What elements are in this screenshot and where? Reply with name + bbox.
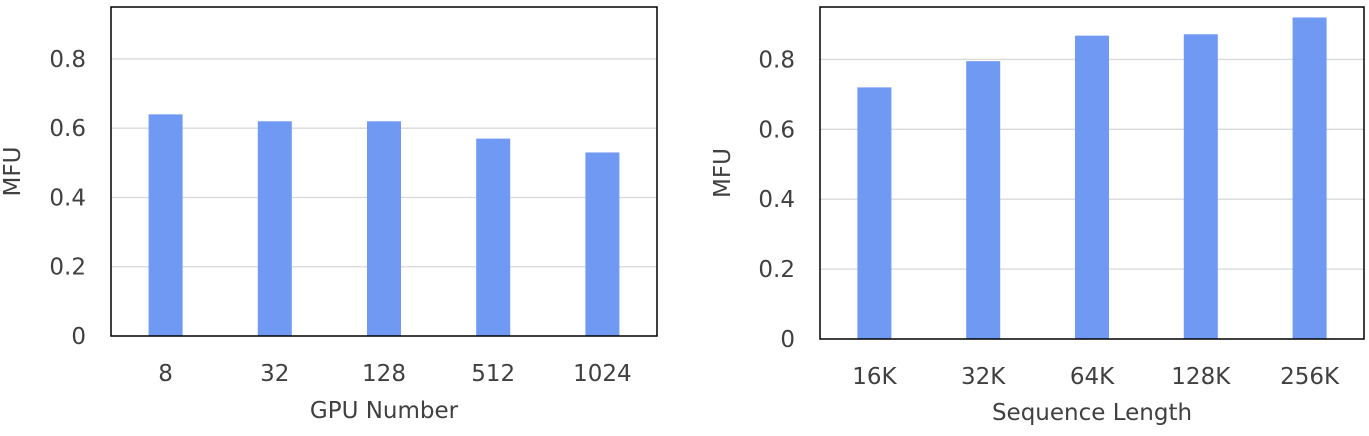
- x-tick-label: 128: [362, 361, 406, 387]
- x-tick-label: 64K: [1070, 364, 1115, 390]
- bar-64K: [1075, 35, 1109, 340]
- x-tick-label: 256K: [1280, 364, 1340, 390]
- bar-32: [257, 121, 292, 336]
- left-chart: 0 0.2 0.4 0.6 0.8 8 32 128 512 1024 GPU Number MFU: [0, 6, 658, 424]
- x-tick-label: 32: [260, 361, 289, 387]
- bar-512: [476, 138, 511, 336]
- plot-frame: [819, 6, 1365, 340]
- bar-8: [148, 114, 183, 336]
- x-tick-label: 128K: [1171, 364, 1231, 390]
- x-tick-label: 16K: [852, 364, 897, 390]
- x-axis-label: GPU Number: [310, 398, 459, 424]
- bar-128: [367, 121, 401, 336]
- bar-1024: [585, 152, 620, 336]
- bar-128K: [1183, 34, 1218, 340]
- bar-16K: [857, 87, 892, 340]
- y-tick-label: 0.2: [758, 257, 795, 283]
- right-chart: 0 0.2 0.4 0.6 0.8 16K 32K 64K 128K 256K Sequence L…: [710, 6, 1365, 426]
- y-tick-label: 0.4: [49, 185, 86, 211]
- y-tick-label: 0.8: [758, 47, 795, 73]
- x-tick-label: 1024: [573, 361, 632, 387]
- y-tick-label: 0.6: [758, 117, 795, 143]
- x-tick-label: 8: [158, 361, 173, 387]
- x-tick-label: 32K: [961, 364, 1006, 390]
- y-axis-label: MFU: [0, 147, 26, 197]
- y-tick-label: 0.4: [758, 187, 795, 213]
- bar-32K: [966, 61, 1001, 339]
- y-tick-label: 0.6: [49, 116, 86, 142]
- y-tick-label: 0.2: [49, 255, 86, 281]
- y-tick-label: 0.8: [49, 47, 86, 73]
- plot-frame: [110, 6, 658, 337]
- bar-256K: [1292, 17, 1327, 339]
- y-axis-label: MFU: [710, 148, 736, 198]
- x-tick-label: 512: [471, 361, 515, 387]
- x-axis-label: Sequence Length: [992, 400, 1192, 426]
- y-tick-label: 0: [780, 327, 795, 353]
- y-tick-label: 0: [71, 324, 86, 350]
